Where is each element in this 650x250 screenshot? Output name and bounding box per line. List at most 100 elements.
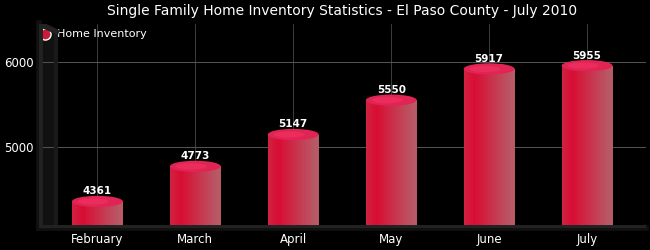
Bar [92,202,94,238]
Bar [596,66,597,238]
Bar [487,69,488,238]
Ellipse shape [72,232,123,244]
Bar [495,69,497,238]
Bar [284,134,286,238]
Bar [381,100,382,238]
Ellipse shape [562,60,612,71]
Bar [294,134,296,238]
Bar [88,202,90,238]
Bar [307,134,309,238]
Ellipse shape [366,94,417,106]
Ellipse shape [274,132,304,138]
Bar [94,202,95,238]
Bar [188,166,189,238]
Bar [282,134,283,238]
Bar [310,134,311,238]
Bar [115,202,116,238]
Bar [171,166,172,238]
Bar [469,69,470,238]
Bar [100,202,101,238]
Ellipse shape [170,232,221,244]
Ellipse shape [372,97,402,103]
Bar [564,66,566,238]
Bar [99,202,100,238]
Bar [198,166,200,238]
Bar [179,166,180,238]
Bar [110,202,112,238]
Bar [96,202,97,238]
Bar [411,100,413,238]
Bar [300,134,301,238]
Bar [281,134,282,238]
Bar [73,202,75,238]
Bar [406,100,408,238]
Bar [608,66,610,238]
Ellipse shape [366,232,417,244]
Bar [604,66,605,238]
Bar [296,134,297,238]
Bar [396,100,398,238]
Bar [193,166,194,238]
Bar [84,202,86,238]
Bar [489,69,491,238]
Bar [174,166,175,238]
Bar [482,69,483,238]
Bar [120,202,122,238]
Bar [499,69,500,238]
Bar [593,66,595,238]
Text: 4361: 4361 [83,186,112,196]
Ellipse shape [176,163,207,170]
Bar [72,202,73,238]
Bar [109,202,111,238]
Ellipse shape [78,198,109,204]
Bar [205,166,207,238]
Bar [580,66,582,238]
Bar [373,100,375,238]
Bar [79,202,81,238]
Bar [410,100,411,238]
Bar [76,202,77,238]
Bar [493,69,495,238]
Bar [466,69,467,238]
Bar [367,100,369,238]
Bar [277,134,278,238]
Bar [467,69,469,238]
Bar [95,202,96,238]
Bar [587,66,588,238]
Bar [500,69,502,238]
Bar [285,134,287,238]
Bar [77,202,79,238]
Title: Single Family Home Inventory Statistics - El Paso County - July 2010: Single Family Home Inventory Statistics … [107,4,577,18]
Bar [480,69,482,238]
Bar [506,69,507,238]
Bar [301,134,302,238]
Bar [202,166,203,238]
Text: 5917: 5917 [474,54,504,64]
Bar [413,100,414,238]
Polygon shape [38,24,57,236]
Bar [309,134,310,238]
Bar [116,202,118,238]
Bar [584,66,586,238]
Bar [514,69,515,238]
Bar [87,202,88,238]
Bar [314,134,315,238]
Bar [511,69,512,238]
Bar [497,69,498,238]
Bar [504,69,506,238]
Ellipse shape [170,161,221,172]
Bar [212,166,213,238]
Bar [595,66,596,238]
Legend: Home Inventory: Home Inventory [38,25,151,44]
Text: 5550: 5550 [377,85,406,95]
Bar [384,100,385,238]
Bar [386,100,387,238]
Bar [274,134,276,238]
Bar [408,100,409,238]
Bar [175,166,176,238]
Bar [302,134,304,238]
Bar [577,66,578,238]
Bar [512,69,514,238]
Bar [590,66,591,238]
Bar [575,66,576,238]
